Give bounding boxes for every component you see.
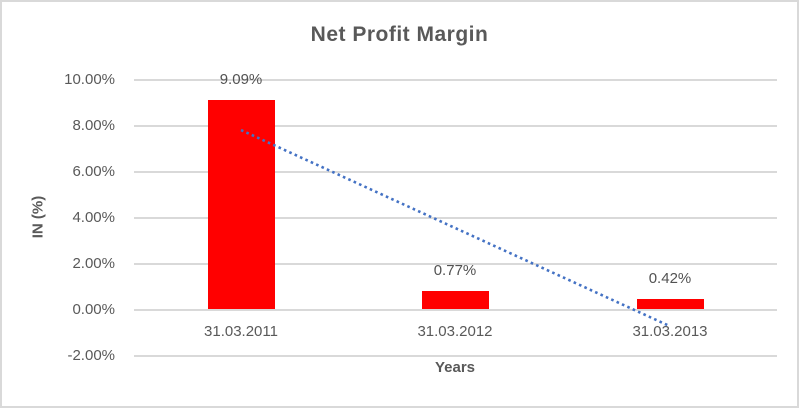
chart-title: Net Profit Margin <box>310 23 489 46</box>
y-tick-label: 0.00% <box>72 301 115 318</box>
x-tick-label: 31.03.2011 <box>204 323 278 340</box>
gridline-8 <box>134 125 777 127</box>
y-tick-label: 8.00% <box>72 117 115 134</box>
x-tick-label: 31.03.2013 <box>632 323 708 340</box>
y-tick-label: 2.00% <box>72 255 115 272</box>
bar-data-label: 0.42% <box>648 270 692 288</box>
gridline-10 <box>134 79 777 81</box>
bar-31.03.2012 <box>421 291 489 309</box>
bar-data-label: 0.77% <box>433 262 477 280</box>
bar-data-label: 9.09% <box>219 70 263 88</box>
gridline-0 <box>134 309 777 311</box>
x-axis-title: Years <box>434 359 476 376</box>
y-tick-label: -2.00% <box>67 347 115 364</box>
bar-31.03.2013 <box>636 299 704 309</box>
bar-31.03.2011 <box>207 99 275 309</box>
gridline--2 <box>134 355 777 357</box>
y-tick-label: 10.00% <box>64 71 115 88</box>
y-tick-label: 6.00% <box>72 163 115 180</box>
y-tick-label: 4.00% <box>72 209 115 226</box>
x-tick-label: 31.03.2012 <box>417 323 493 340</box>
